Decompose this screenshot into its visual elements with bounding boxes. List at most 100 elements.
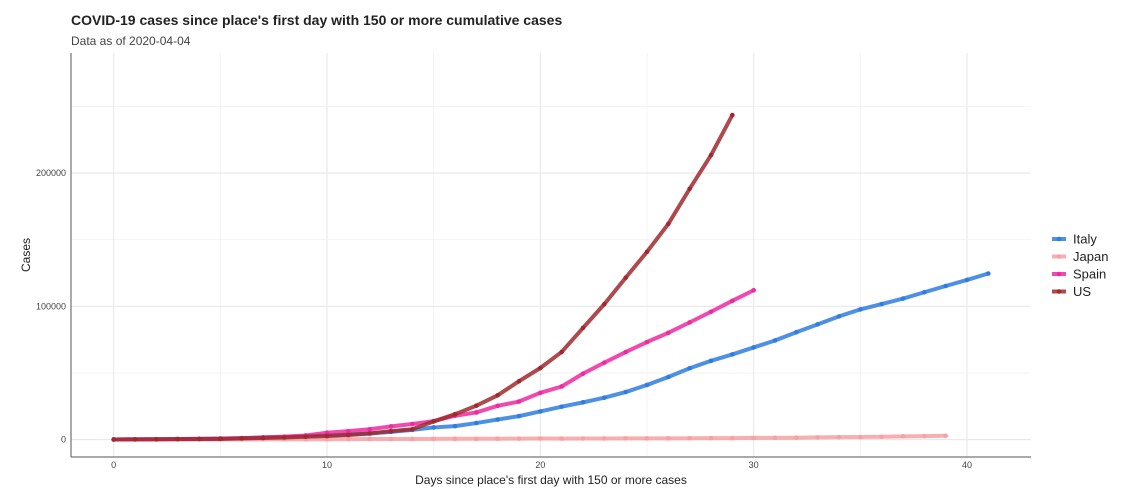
data-point-us (175, 436, 180, 442)
data-point-spain (666, 330, 671, 336)
series-layer (111, 112, 991, 442)
data-point-italy (452, 423, 458, 429)
data-point-italy (815, 322, 820, 327)
x-tick-label: 10 (322, 460, 332, 470)
data-point-us (602, 301, 607, 307)
data-point-japan (431, 436, 436, 442)
data-point-japan (815, 435, 820, 440)
data-point-spain (708, 309, 714, 315)
data-point-italy (431, 425, 436, 430)
data-point-spain (495, 403, 500, 409)
data-point-japan (922, 433, 927, 439)
data-point-italy (474, 420, 479, 426)
data-point-japan (666, 436, 671, 441)
data-point-italy (538, 409, 543, 414)
data-point-japan (602, 436, 607, 441)
axes (70, 53, 1031, 458)
data-point-italy (623, 389, 628, 395)
data-point-italy (516, 413, 522, 419)
data-point-spain (410, 421, 415, 427)
data-point-spain (324, 430, 330, 435)
data-point-us (666, 221, 671, 227)
data-point-spain (474, 410, 479, 415)
x-tick-label: 20 (535, 460, 545, 470)
data-point-us (431, 419, 436, 424)
data-point-japan (730, 435, 735, 441)
data-point-japan (516, 436, 522, 441)
data-point-japan (644, 436, 650, 441)
data-point-italy (602, 395, 607, 400)
series-line-italy (111, 271, 991, 442)
legend-label-spain: Spain (1073, 267, 1106, 282)
chart-subtitle: Data as of 2020-04-04 (71, 34, 191, 48)
data-point-italy (964, 277, 970, 283)
data-point-spain (516, 399, 522, 404)
data-point-spain (644, 339, 650, 345)
data-point-us (687, 186, 692, 192)
y-tick-label: 100000 (36, 301, 66, 311)
data-point-japan (900, 434, 906, 439)
data-point-us (495, 392, 500, 398)
y-tick-label: 200000 (36, 168, 66, 178)
data-point-us (452, 411, 458, 417)
data-point-japan (751, 435, 756, 441)
data-point-italy (730, 352, 735, 357)
data-point-italy (836, 314, 842, 319)
data-point-us (324, 433, 330, 439)
data-point-us (303, 434, 308, 440)
data-point-italy (666, 374, 671, 380)
data-point-us (218, 436, 223, 442)
data-point-us (559, 349, 564, 355)
data-point-japan (538, 436, 543, 441)
data-point-spain (388, 424, 394, 429)
data-point-us (239, 436, 244, 441)
data-point-us (196, 436, 202, 442)
chart-title: COVID-19 cases since place's first day w… (71, 12, 563, 28)
data-point-spain (602, 360, 607, 365)
data-point-spain (538, 390, 543, 396)
legend-key-point-us (1056, 289, 1062, 294)
data-point-us (282, 435, 287, 440)
data-point-italy (794, 329, 799, 335)
series-line-us (111, 113, 735, 442)
data-point-us (111, 437, 116, 442)
data-point-japan (772, 435, 778, 441)
data-point-japan (495, 436, 500, 442)
data-point-spain (580, 371, 586, 376)
data-point-us (410, 426, 415, 432)
series-italy (111, 271, 991, 442)
y-tick-label: 0 (61, 435, 66, 445)
data-point-italy (559, 404, 564, 409)
legend: Italy Japan Spain US (1052, 232, 1108, 299)
legend-key-point-italy (1056, 236, 1062, 242)
data-point-us (538, 365, 543, 371)
data-point-us (154, 436, 159, 442)
legend-key-point-japan (1056, 254, 1062, 259)
data-point-us (367, 431, 372, 436)
data-point-us (580, 325, 586, 331)
data-point-spain (346, 428, 351, 434)
data-point-japan (474, 436, 479, 442)
data-point-japan (580, 436, 586, 441)
grid (71, 53, 1031, 457)
data-point-us (623, 275, 628, 280)
legend-key-point-spain (1056, 271, 1062, 277)
data-point-italy (644, 382, 650, 388)
ticks: 0 10 20 30 40 0 100000 200000 (36, 168, 972, 470)
data-point-japan (708, 435, 714, 441)
legend-label-japan: Japan (1073, 249, 1108, 264)
data-point-japan (388, 436, 394, 442)
data-point-italy (900, 296, 906, 301)
data-point-japan (879, 434, 884, 440)
data-point-spain (559, 384, 564, 389)
data-point-japan (858, 434, 863, 440)
data-point-japan (794, 435, 799, 441)
legend-label-italy: Italy (1073, 232, 1097, 247)
data-point-italy (708, 358, 714, 364)
data-point-italy (858, 307, 863, 312)
y-axis-title: Cases (19, 238, 33, 272)
data-point-italy (687, 365, 692, 371)
data-point-us (260, 435, 266, 441)
series-us (111, 112, 735, 442)
data-point-italy (495, 417, 500, 422)
